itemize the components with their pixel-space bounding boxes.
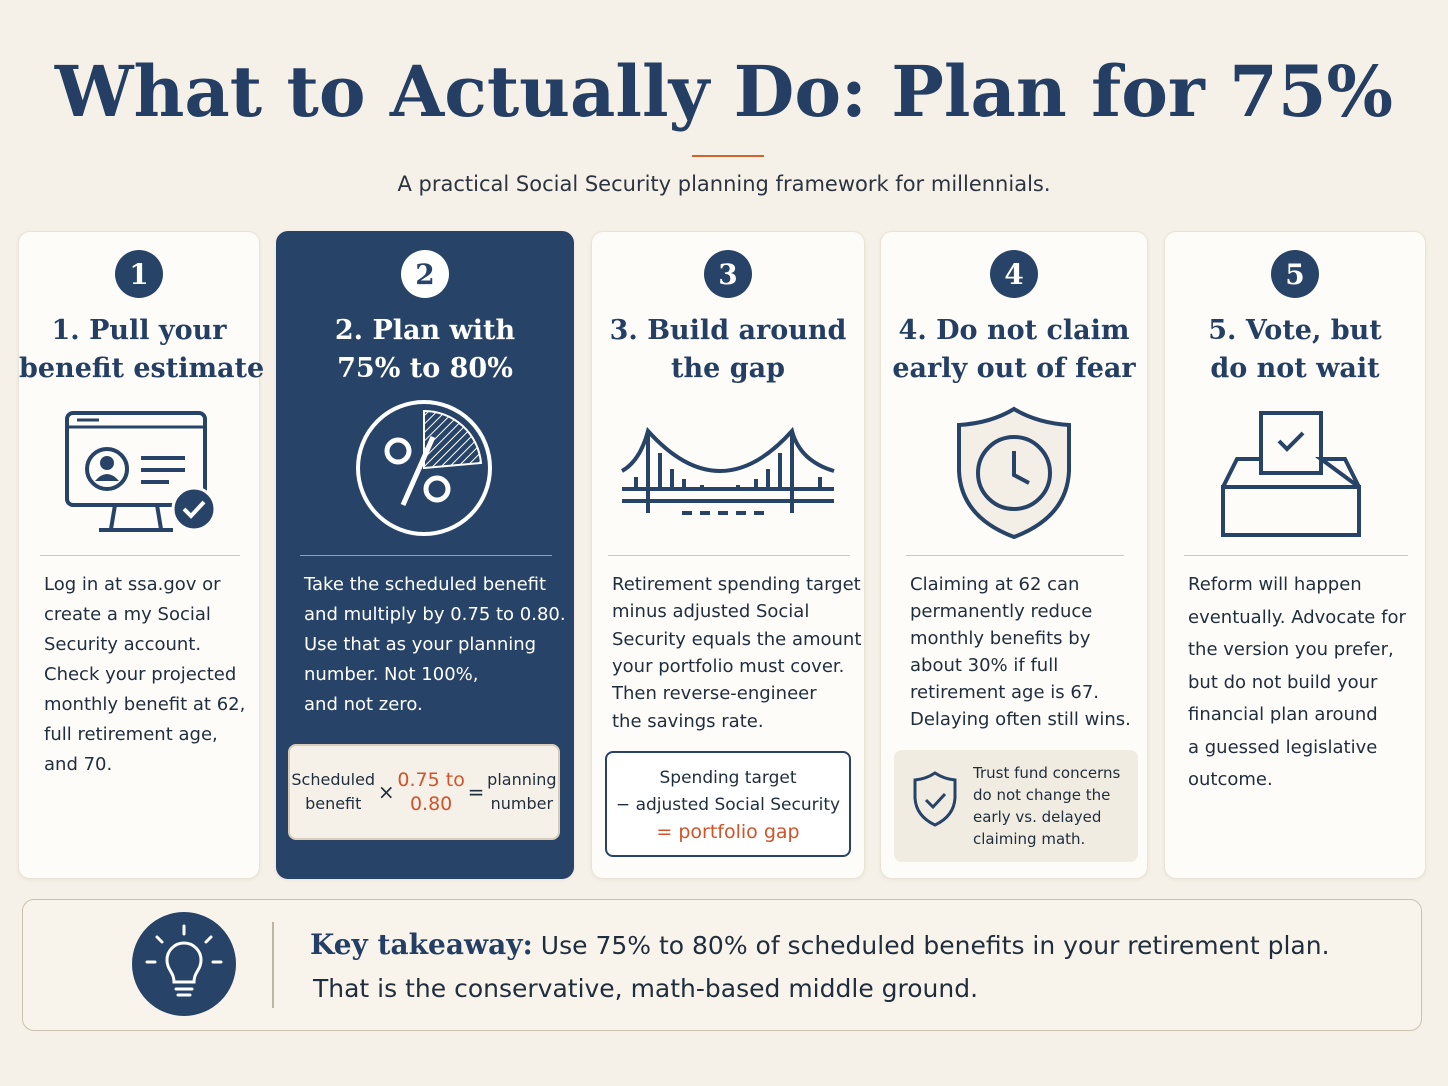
step-card: 4 4. Do not claim early out of fear Claimin… xyxy=(880,231,1148,879)
note-text: do not change the xyxy=(973,786,1111,804)
step-icon xyxy=(620,426,835,515)
step-text: full retirement age, xyxy=(44,724,218,745)
step-heading: do not wait xyxy=(1210,353,1380,384)
step-heading: 1. Pull your xyxy=(51,315,227,346)
divider xyxy=(40,555,240,556)
step-text: and not zero. xyxy=(304,694,423,715)
step-heading: the gap xyxy=(671,353,785,384)
formula-text: benefit xyxy=(305,794,362,813)
step-icon xyxy=(1221,411,1361,537)
subtitle: A practical Social Security planning fra… xyxy=(397,172,1051,196)
step-text: minus adjusted Social xyxy=(612,601,810,623)
step-heading: 5. Vote, but xyxy=(1208,315,1382,346)
step-text: Log in at ssa.gov or xyxy=(44,574,221,595)
bulb-icon xyxy=(132,912,236,1016)
step-icon xyxy=(957,406,1071,540)
step-text: eventually. Advocate for xyxy=(1188,606,1406,628)
step-card: 5 5. Vote, but do not wait Reform will happ… xyxy=(1164,231,1426,879)
step-number: 1 xyxy=(115,250,163,298)
title: What to Actually Do: Plan for 75% xyxy=(54,50,1394,133)
formula-term: planning number xyxy=(487,768,556,816)
step-text: Retirement spending target xyxy=(612,574,861,595)
title-rule xyxy=(692,155,764,157)
step-heading: 2. Plan with xyxy=(334,315,516,346)
step-text: about 30% if full xyxy=(910,655,1059,676)
step-heading: 75% to 80% xyxy=(337,353,513,384)
step-number: 4 xyxy=(990,250,1038,298)
note-box: Trust fund concerns do not change the earl… xyxy=(894,750,1138,862)
takeaway-text: Use 75% to 80% of scheduled benefits in … xyxy=(540,931,1330,960)
divider xyxy=(608,555,850,556)
formula-text: Spending target xyxy=(659,768,797,788)
formula-text: − adjusted Social Security xyxy=(615,795,841,815)
step-text: the version you prefer, xyxy=(1188,639,1394,660)
step-text: Reform will happen xyxy=(1188,574,1362,595)
formula-term: 0.75 to 0.80 xyxy=(397,768,464,816)
takeaway-divider xyxy=(272,922,274,1008)
step-heading: benefit estimate xyxy=(19,353,265,384)
divider xyxy=(1184,555,1408,556)
step-text: your portfolio must cover. xyxy=(612,655,845,677)
step-text: financial plan around xyxy=(1188,704,1378,725)
takeaway-box: Key takeaway: Use 75% to 80% of schedule… xyxy=(22,899,1422,1031)
takeaway-line: Key takeaway: Use 75% to 80% of schedule… xyxy=(310,928,1330,961)
step-text: Security account. xyxy=(44,634,202,655)
step-text: Take the scheduled benefit xyxy=(304,574,547,595)
formula-term: Scheduled benefit xyxy=(291,768,375,816)
formula-text: 0.80 xyxy=(409,793,453,815)
step-text: permanently reduce xyxy=(910,601,1093,622)
formula-text: 0.75 to xyxy=(397,769,465,791)
step-icon xyxy=(65,411,217,532)
note-text: claiming math. xyxy=(973,830,1086,848)
step-text: Use that as your planning xyxy=(304,634,537,655)
note-text: early vs. delayed xyxy=(973,808,1102,826)
formula-text: Scheduled xyxy=(291,770,376,789)
step-number: 5 xyxy=(1271,250,1319,298)
step-text: Security equals the amount xyxy=(612,628,862,650)
step-text: Then reverse-engineer xyxy=(612,683,817,705)
divider xyxy=(300,555,552,556)
takeaway-label: Key takeaway: xyxy=(310,928,533,961)
operator: × xyxy=(377,780,395,804)
step-heading: early out of fear xyxy=(892,353,1136,384)
step-text: number. Not 100%, xyxy=(304,664,479,685)
step-icon xyxy=(356,400,492,536)
step-text: Check your projected xyxy=(44,664,237,685)
step-text: the savings rate. xyxy=(612,710,764,732)
step-heading: 4. Do not claim xyxy=(898,315,1130,346)
step-text: outcome. xyxy=(1188,769,1273,790)
note-text: Trust fund concerns xyxy=(973,764,1121,782)
step-number: 3 xyxy=(704,250,752,298)
step-text: Claiming at 62 can xyxy=(910,574,1080,595)
step-text: create a my Social xyxy=(44,604,211,625)
step-heading: 3. Build around xyxy=(609,315,847,346)
step-card: 1 1. Pull your benefit estimate Log in at s… xyxy=(18,231,265,879)
step-text: monthly benefits by xyxy=(910,628,1091,649)
step-text: a guessed legislative xyxy=(1188,736,1378,758)
step-text: and multiply by 0.75 to 0.80. xyxy=(304,604,566,625)
formula-text: = portfolio gap xyxy=(656,821,800,843)
takeaway-text: That is the conservative, math-based mid… xyxy=(313,974,979,1003)
step-text: Delaying often still wins. xyxy=(910,709,1131,730)
step-card: 2 2. Plan with 75% to 80% Take the schedule… xyxy=(276,231,574,879)
step-text: but do not build your xyxy=(1188,671,1378,693)
step-text: and 70. xyxy=(44,754,113,775)
formula-text: number xyxy=(490,794,554,813)
formula-box: Scheduled benefit × 0.75 to 0.80 = planning num… xyxy=(288,744,560,840)
formula-text: planning xyxy=(487,770,557,789)
shield-icon xyxy=(913,771,957,827)
step-card: 3 3. Build around the gap Retirement spendi… xyxy=(591,231,865,879)
step-text: retirement age is 67. xyxy=(910,682,1099,703)
operator: = xyxy=(467,780,485,804)
step-number: 2 xyxy=(401,250,449,298)
step-text: monthly benefit at 62, xyxy=(44,694,246,715)
formula-box: Spending target − adjusted Social Securit… xyxy=(605,751,851,857)
divider xyxy=(906,555,1124,556)
